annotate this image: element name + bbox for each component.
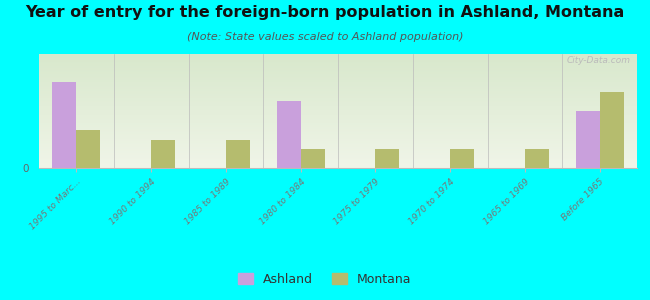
Bar <box>277 101 300 168</box>
Bar <box>576 111 599 168</box>
Bar <box>300 149 324 168</box>
Bar <box>599 92 623 168</box>
Text: (Note: State values scaled to Ashland population): (Note: State values scaled to Ashland po… <box>187 32 463 41</box>
Bar <box>77 130 100 168</box>
Text: Year of entry for the foreign-born population in Ashland, Montana: Year of entry for the foreign-born popul… <box>25 4 625 20</box>
Bar <box>525 149 549 168</box>
Text: City-Data.com: City-Data.com <box>567 56 631 65</box>
Legend: Ashland, Montana: Ashland, Montana <box>233 268 417 291</box>
Bar <box>450 149 474 168</box>
Bar <box>151 140 175 168</box>
Bar <box>376 149 399 168</box>
Bar <box>226 140 250 168</box>
Bar <box>53 82 77 168</box>
